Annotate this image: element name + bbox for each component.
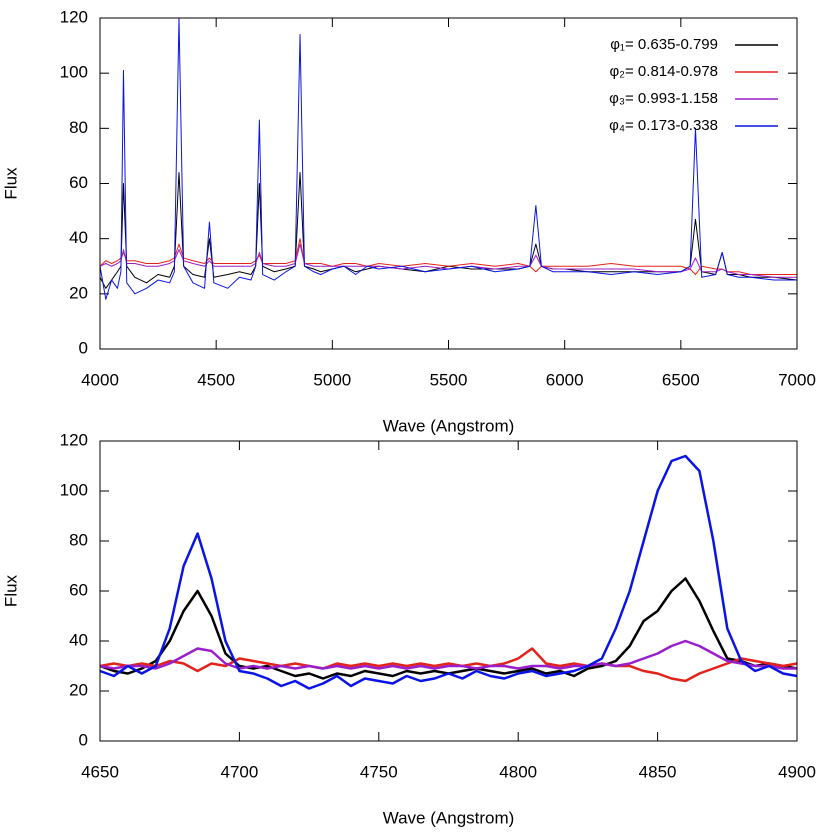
legend-label: φ₁= 0.635-0.799 [610,36,718,53]
x-tick-label: 4700 [220,762,258,781]
y-tick-label: 100 [60,480,88,499]
x-tick-label: 6500 [662,370,700,389]
legend-label: φ₂= 0.814-0.978 [609,63,718,80]
legend-label: φ₃= 0.993-1.158 [609,90,718,107]
x-tick-label: 5500 [430,370,468,389]
y-axis-label: Flux [1,574,20,607]
x-tick-label: 7000 [778,370,816,389]
x-tick-label: 4800 [499,762,537,781]
x-tick-label: 4650 [81,762,119,781]
legend-label: φ₄= 0.173-0.338 [609,117,718,134]
y-axis-label: Flux [1,167,20,200]
y-tick-label: 80 [69,118,88,137]
y-tick-label: 20 [69,680,88,699]
y-tick-label: 0 [79,730,88,749]
x-tick-label: 4750 [360,762,398,781]
plot-frame [99,440,798,742]
y-tick-label: 100 [60,63,88,82]
y-tick-label: 60 [69,580,88,599]
y-tick-label: 0 [79,338,88,357]
series-line [99,238,797,276]
x-tick-label: 4000 [81,370,119,389]
y-tick-label: 60 [69,173,88,192]
x-tick-label: 5000 [313,370,351,389]
y-tick-label: 120 [60,430,88,449]
y-tick-label: 20 [69,283,88,302]
y-tick-label: 40 [69,630,88,649]
x-tick-label: 4850 [639,762,677,781]
x-tick-label: 6000 [546,370,584,389]
x-axis-label: Wave (Angstrom) [383,416,515,435]
x-tick-label: 4900 [778,762,816,781]
series-line [99,639,797,670]
y-tick-label: 40 [69,228,88,247]
series-line [99,454,798,690]
x-tick-label: 4500 [197,370,235,389]
series-line [99,647,798,683]
plot-frame [99,17,798,350]
y-tick-label: 80 [69,530,88,549]
y-tick-label: 120 [60,7,88,26]
series-line [99,17,797,300]
x-axis-label: Wave (Angstrom) [383,808,515,827]
